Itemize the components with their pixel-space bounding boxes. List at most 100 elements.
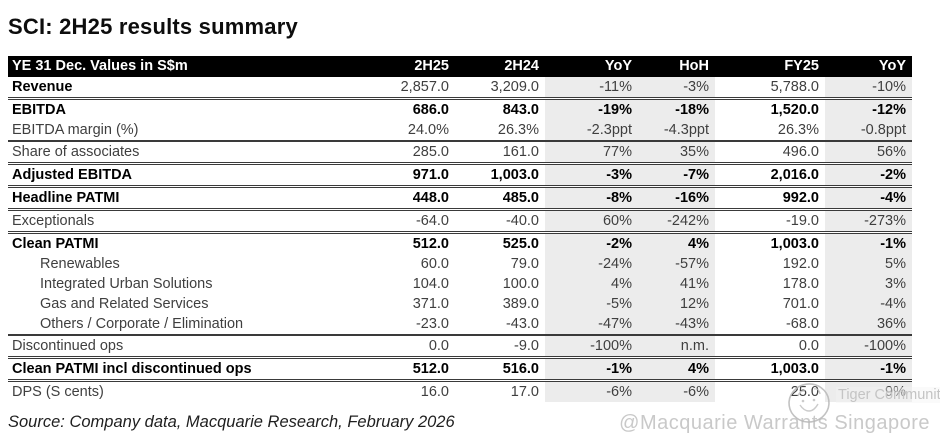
cell-yoy: -11% [545,77,638,97]
cell-2h25: 512.0 [412,236,449,252]
cell-2h24: 100.0 [502,276,539,292]
col-header-hoh: HoH [638,56,715,77]
cell-yoy-fy: -100% [825,336,912,356]
table-row-others-corporate-elimination: Others / Corporate / Elimination -23.0 -… [8,314,912,336]
cell-fy25: 192.0 [782,256,819,272]
cell-yoy-fy: -4% [825,294,912,314]
col-header-2h25: 2H25 [414,58,449,74]
cell-2h25: 2,857.0 [400,79,449,95]
table-row-dps: DPS (S cents) 16.0 17.0 -6% -6% 25.0 9% [8,382,912,402]
row-label: Headline PATMI [12,190,120,206]
cell-yoy: -19% [545,100,638,120]
cell-2h24: 1,003.0 [490,167,539,183]
cell-yoy-fy: 9% [825,382,912,402]
cell-2h24: 525.0 [502,236,539,252]
macquarie-watermark: @Macquarie Warrants Singapore [619,412,930,434]
cell-2h25: -64.0 [415,213,449,229]
col-header-2h24: 2H24 [504,58,539,74]
table-row-adjusted-ebitda: Adjusted EBITDA 971.0 1,003.0 -3% -7% 2,… [8,165,912,188]
row-label: Renewables [40,256,120,272]
row-label: Others / Corporate / Elimination [40,316,244,332]
cell-hoh: 12% [638,294,715,314]
cell-yoy: -5% [545,294,638,314]
cell-hoh: 4% [638,234,715,254]
cell-yoy: -6% [545,382,638,402]
cell-2h24: 516.0 [502,361,539,377]
cell-2h24: -9.0 [514,338,539,354]
table-row-exceptionals: Exceptionals -64.0 -40.0 60% -242% -19.0… [8,211,912,234]
table-row-revenue: Revenue 2,857.0 3,209.0 -11% -3% 5,788.0… [8,77,912,100]
cell-fy25: 1,003.0 [770,236,819,252]
cell-hoh: -242% [638,211,715,231]
cell-fy25: 0.0 [798,338,819,354]
col-header-metric: YE 31 Dec. Values in S$m [12,58,188,74]
cell-2h24: 485.0 [502,190,539,206]
col-header-yoy-fy: YoY [825,56,912,77]
cell-fy25: -68.0 [785,316,819,332]
cell-yoy: -100% [545,336,638,356]
cell-2h25: 104.0 [412,276,449,292]
cell-2h25: 285.0 [412,144,449,160]
cell-2h24: -40.0 [505,213,539,229]
table-header-row: YE 31 Dec. Values in S$m 2H25 2H24 YoY H… [8,56,912,77]
table-row-headline-patmi: Headline PATMI 448.0 485.0 -8% -16% 992.… [8,188,912,211]
cell-fy25: 992.0 [782,190,819,206]
cell-yoy: -1% [545,359,638,379]
cell-yoy-fy: -10% [825,77,912,97]
cell-yoy-fy: -4% [825,188,912,208]
cell-yoy-fy: 3% [825,274,912,294]
cell-2h25: 686.0 [412,102,449,118]
cell-2h24: 79.0 [510,256,539,272]
cell-hoh: -7% [638,165,715,185]
cell-2h24: 161.0 [502,144,539,160]
cell-hoh: n.m. [638,336,715,356]
cell-hoh: -3% [638,77,715,97]
cell-yoy-fy: -0.8ppt [825,120,912,140]
cell-yoy-fy: -2% [825,165,912,185]
cell-fy25: 26.3% [777,122,819,138]
row-label: Integrated Urban Solutions [40,276,213,292]
cell-2h25: 16.0 [420,384,449,400]
cell-fy25: 496.0 [782,144,819,160]
cell-yoy: 4% [545,274,638,294]
cell-2h25: 448.0 [412,190,449,206]
cell-hoh: -57% [638,254,715,274]
table-row-clean-patmi-incl-discontinued-ops: Clean PATMI incl discontinued ops 512.0 … [8,359,912,382]
table-row-integrated-urban-solutions: Integrated Urban Solutions 104.0 100.0 4… [8,274,912,294]
source-note: Source: Company data, Macquarie Research… [8,413,455,431]
col-header-fy25: FY25 [784,58,819,74]
cell-yoy: -47% [545,314,638,334]
results-table: YE 31 Dec. Values in S$m 2H25 2H24 YoY H… [8,56,912,402]
cell-fy25: 25.0 [790,384,819,400]
row-label: Exceptionals [12,213,95,229]
cell-yoy-fy: -273% [825,211,912,231]
row-label: Clean PATMI incl discontinued ops [12,361,252,377]
cell-yoy-fy: -1% [825,234,912,254]
cell-2h25: 971.0 [412,167,449,183]
cell-fy25: 2,016.0 [770,167,819,183]
cell-fy25: 178.0 [782,276,819,292]
cell-hoh: 41% [638,274,715,294]
cell-2h24: 3,209.0 [490,79,539,95]
cell-2h24: 17.0 [510,384,539,400]
row-label: Clean PATMI [12,236,99,252]
row-label: Discontinued ops [12,338,124,354]
cell-fy25: -19.0 [785,213,819,229]
cell-fy25: 1,003.0 [770,361,819,377]
cell-2h25: 24.0% [407,122,449,138]
row-label: EBITDA [12,102,66,118]
cell-fy25: 701.0 [782,296,819,312]
row-label: Adjusted EBITDA [12,167,133,183]
cell-hoh: 4% [638,359,715,379]
cell-yoy: 77% [545,142,638,162]
cell-yoy-fy: -1% [825,359,912,379]
cell-yoy: -2% [545,234,638,254]
cell-2h25: -23.0 [415,316,449,332]
cell-hoh: -43% [638,314,715,334]
table-row-renewables: Renewables 60.0 79.0 -24% -57% 192.0 5% [8,254,912,274]
table-row-share-of-associates: Share of associates 285.0 161.0 77% 35% … [8,142,912,165]
cell-yoy: -24% [545,254,638,274]
cell-2h25: 0.0 [428,338,449,354]
cell-yoy: 60% [545,211,638,231]
